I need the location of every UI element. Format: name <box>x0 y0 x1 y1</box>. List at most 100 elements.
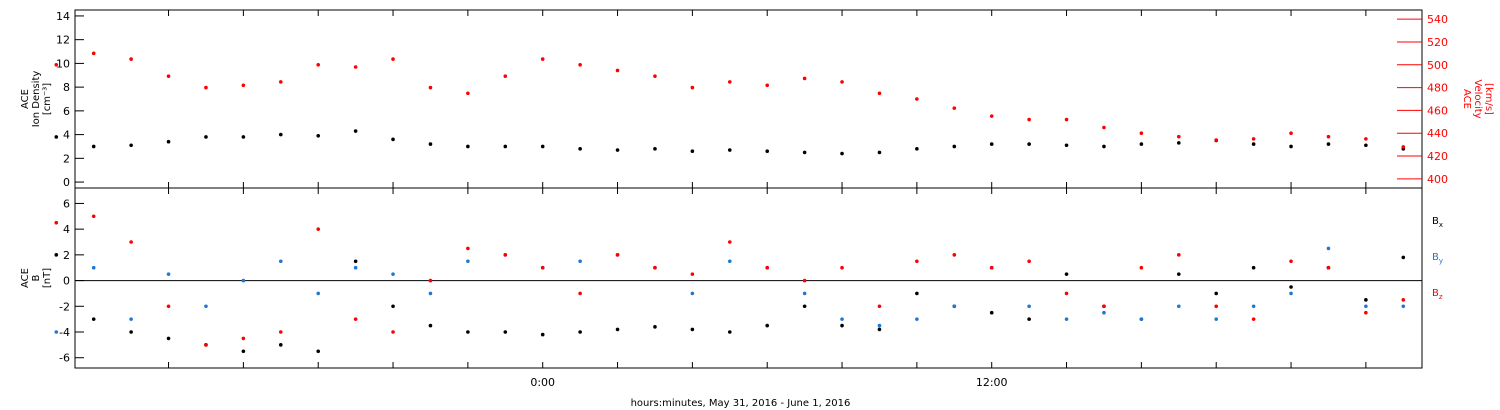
data-point-bx <box>840 323 844 328</box>
data-point-velocity <box>840 80 844 84</box>
data-point-ion_density <box>91 144 96 149</box>
panel-frame-bottom <box>74 187 1423 369</box>
right-tick-label: 460 <box>1427 104 1448 117</box>
left-axis-label-line: ACE <box>20 89 31 109</box>
data-point-velocity <box>727 80 732 84</box>
data-point-ion_density <box>1176 141 1181 145</box>
right-tick-label: 440 <box>1427 127 1448 140</box>
data-point-ion_density <box>466 144 470 149</box>
data-point-ion_density <box>503 144 508 149</box>
data-point-velocity <box>1364 137 1368 141</box>
data-point-velocity <box>765 83 770 88</box>
data-point-bz <box>1251 317 1256 321</box>
data-point-ion_density <box>690 149 695 154</box>
right-tick-label: 520 <box>1427 36 1448 49</box>
data-point-velocity <box>653 74 657 78</box>
x-tick-label: 12:00 <box>976 376 1008 389</box>
data-point-bz <box>1027 259 1031 264</box>
left-axis-label-line: [nT] <box>42 268 53 288</box>
data-point-velocity <box>1289 131 1293 136</box>
data-point-bx <box>466 330 470 334</box>
data-point-ion_density <box>278 132 283 137</box>
legend-subscript: z <box>1439 293 1443 301</box>
data-point-by <box>54 330 59 334</box>
data-point-bz <box>690 272 695 276</box>
data-point-ion_density <box>802 150 807 155</box>
data-point-by <box>1027 304 1031 309</box>
data-point-velocity <box>877 91 882 96</box>
data-point-velocity <box>204 85 208 90</box>
data-point-velocity <box>690 85 695 90</box>
data-point-bx <box>989 310 994 315</box>
data-point-velocity <box>1027 117 1031 122</box>
data-point-velocity <box>278 80 283 84</box>
x-tick-label: 0:00 <box>530 376 555 389</box>
data-point-velocity <box>91 51 96 56</box>
data-point-bz <box>1139 265 1144 270</box>
data-point-by <box>129 317 133 321</box>
data-point-ion_density <box>1064 143 1069 148</box>
data-point-by <box>1176 304 1181 309</box>
left-axis-label-line: B <box>31 274 42 281</box>
data-point-bx <box>1214 291 1219 296</box>
data-point-velocity <box>166 74 171 78</box>
data-point-bx <box>391 304 395 309</box>
data-point-bz <box>1176 253 1181 257</box>
data-point-velocity <box>540 57 545 61</box>
data-point-bz <box>989 265 994 270</box>
data-point-bx <box>1176 272 1181 276</box>
data-point-by <box>428 291 433 296</box>
legend-entry-bx: Bx <box>1432 216 1443 229</box>
data-point-by <box>1326 246 1331 251</box>
data-point-ion_density <box>840 151 844 156</box>
left-tick-label: -4 <box>59 326 70 339</box>
data-point-ion_density <box>653 147 657 151</box>
left-axis-label-line: [cm⁻³] <box>42 83 53 115</box>
data-point-bx <box>1364 298 1368 302</box>
data-point-ion_density <box>989 142 994 146</box>
data-point-by <box>690 291 695 296</box>
data-point-velocity <box>241 83 246 88</box>
data-point-bz <box>353 317 358 321</box>
data-point-velocity <box>353 65 358 69</box>
data-point-bz <box>316 227 321 231</box>
data-point-bx <box>690 327 695 332</box>
data-point-bz <box>129 240 133 244</box>
data-point-bx <box>278 343 283 347</box>
data-point-bx <box>1289 285 1293 289</box>
data-point-ion_density <box>391 137 395 142</box>
data-point-by <box>802 291 807 296</box>
data-point-by <box>952 304 957 309</box>
data-point-velocity <box>1139 131 1144 136</box>
data-point-by <box>877 323 882 328</box>
data-point-velocity <box>989 114 994 118</box>
data-point-bx <box>615 327 620 332</box>
data-point-velocity <box>466 91 470 96</box>
data-point-bz <box>503 253 508 257</box>
data-point-bx <box>1251 265 1256 270</box>
data-point-bx <box>802 304 807 309</box>
data-point-bx <box>353 259 358 264</box>
data-point-by <box>1214 317 1219 321</box>
data-point-bx <box>241 349 246 354</box>
data-point-bz <box>241 336 246 341</box>
right-tick-label: 420 <box>1427 150 1448 163</box>
data-point-ion_density <box>241 135 246 139</box>
data-point-bx <box>316 349 321 354</box>
data-point-ion_density <box>428 142 433 146</box>
data-point-bz <box>840 265 844 270</box>
data-point-bz <box>802 278 807 283</box>
right-axis-label-line: [km/s] <box>1483 83 1494 115</box>
data-point-by <box>204 304 208 309</box>
data-point-bz <box>540 265 545 270</box>
left-tick-label: 12 <box>56 34 70 47</box>
left-tick-label: -2 <box>59 300 70 313</box>
data-point-bz <box>54 220 59 225</box>
data-point-ion_density <box>952 144 957 149</box>
data-point-bz <box>653 265 657 270</box>
data-point-ion_density <box>129 143 133 148</box>
data-point-ion_density <box>1251 142 1256 146</box>
data-point-bz <box>1326 265 1331 270</box>
data-point-by <box>1364 304 1368 309</box>
data-point-ion_density <box>540 144 545 149</box>
